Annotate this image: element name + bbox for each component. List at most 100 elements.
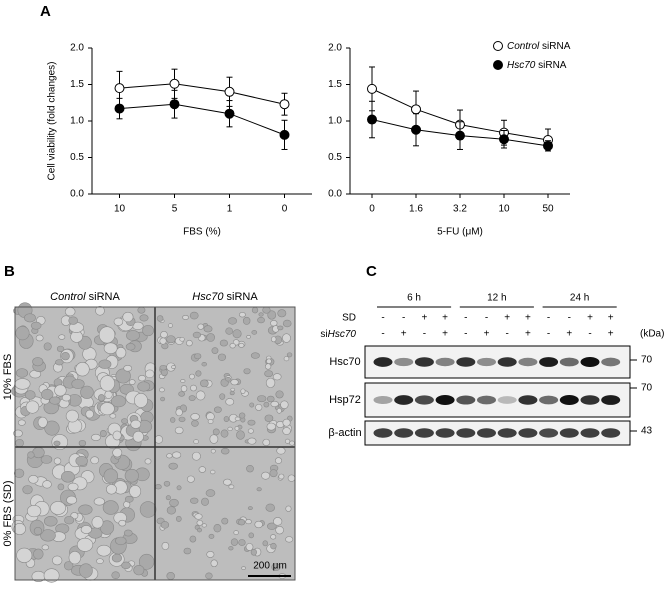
cell xyxy=(229,343,236,349)
cell xyxy=(161,541,170,550)
cell xyxy=(112,430,122,441)
cell xyxy=(211,347,219,354)
cell xyxy=(225,398,235,406)
time-label: 24 h xyxy=(570,293,589,304)
cell xyxy=(239,311,246,318)
lane-sign: - xyxy=(423,329,426,340)
cell xyxy=(270,542,277,550)
cell xyxy=(80,385,94,399)
cell xyxy=(71,378,85,389)
cell xyxy=(53,440,61,446)
cell xyxy=(228,546,234,551)
band xyxy=(373,357,393,367)
cell xyxy=(271,563,281,572)
cell xyxy=(99,429,107,438)
cell xyxy=(183,547,192,555)
lane-sign: + xyxy=(442,329,448,340)
band xyxy=(497,357,517,367)
band xyxy=(435,357,455,367)
series-line xyxy=(119,83,285,105)
cell xyxy=(13,522,26,535)
cell xyxy=(166,571,175,580)
cell xyxy=(210,448,216,454)
band xyxy=(580,357,600,367)
band xyxy=(414,428,434,438)
x-tick-label: 1.6 xyxy=(409,204,423,215)
cell xyxy=(248,532,255,539)
y-tick-label: 0.0 xyxy=(328,189,342,200)
cell xyxy=(255,403,263,411)
cell xyxy=(102,500,119,515)
panel-label: A xyxy=(40,3,51,20)
lane-sign: - xyxy=(506,329,509,340)
cell xyxy=(238,539,246,546)
x-tick-label: 0 xyxy=(369,204,375,215)
x-axis-label: FBS (%) xyxy=(183,227,221,238)
legend-label: Hsc70 siRNA xyxy=(507,60,567,71)
cell xyxy=(267,310,277,320)
row-label: SD xyxy=(342,313,356,324)
cell xyxy=(98,394,105,402)
cell xyxy=(247,437,257,445)
cell xyxy=(264,363,272,370)
cell xyxy=(64,515,75,525)
cell xyxy=(206,333,215,342)
cell xyxy=(191,420,199,427)
cell xyxy=(61,352,70,361)
cell xyxy=(287,474,296,482)
cell xyxy=(118,519,127,527)
cell xyxy=(137,306,146,314)
row-label: 0% FBS (SD) xyxy=(2,480,14,546)
cell xyxy=(233,530,239,535)
cell xyxy=(225,377,232,382)
cell xyxy=(195,390,206,401)
data-point xyxy=(279,99,290,110)
lane-sign: - xyxy=(402,313,405,324)
cell xyxy=(115,347,127,359)
y-tick-label: 0.0 xyxy=(70,189,84,200)
cell xyxy=(203,325,213,333)
cell xyxy=(40,455,53,464)
lane-sign: + xyxy=(442,313,448,324)
cell xyxy=(68,316,79,325)
x-tick-label: 5 xyxy=(172,204,178,215)
cell xyxy=(33,548,44,560)
cell xyxy=(70,330,83,343)
cell xyxy=(210,469,216,475)
cell xyxy=(242,316,251,325)
cell xyxy=(274,457,283,464)
cell xyxy=(276,408,282,414)
cell xyxy=(58,334,66,340)
band xyxy=(518,428,538,438)
cell xyxy=(142,324,154,337)
lane-sign: - xyxy=(547,329,550,340)
cell xyxy=(160,521,170,529)
lane-sign: - xyxy=(381,313,384,324)
lane-sign: - xyxy=(464,313,467,324)
band xyxy=(477,395,496,405)
lane-sign: + xyxy=(525,313,531,324)
cell xyxy=(75,455,88,466)
cell xyxy=(190,384,197,392)
lane-sign: - xyxy=(568,313,571,324)
lane-sign: + xyxy=(566,329,572,340)
cell xyxy=(247,506,253,510)
band xyxy=(539,395,559,405)
cell xyxy=(265,503,275,512)
cell xyxy=(196,527,202,533)
band xyxy=(456,428,476,438)
cell xyxy=(282,333,291,343)
cell xyxy=(201,362,207,367)
time-label: 6 h xyxy=(407,293,421,304)
cell xyxy=(139,501,157,518)
cell xyxy=(197,323,205,330)
cell xyxy=(43,342,52,351)
cell xyxy=(133,564,145,576)
cell xyxy=(266,395,275,403)
cell xyxy=(55,359,64,366)
cell xyxy=(223,478,232,486)
scale-bar-label: 200 μm xyxy=(253,561,287,572)
cell xyxy=(125,343,136,351)
cell xyxy=(269,469,278,478)
cell xyxy=(264,414,274,423)
